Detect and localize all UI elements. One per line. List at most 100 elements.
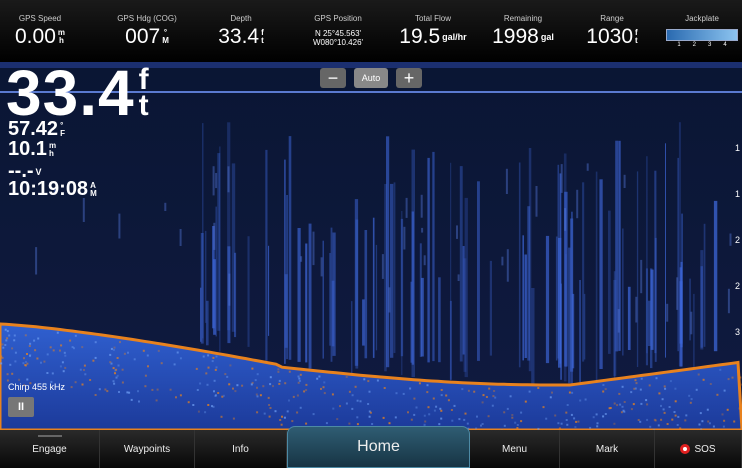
echo: [284, 382, 287, 385]
tab[interactable]: Menu: [470, 430, 560, 468]
data-field: Jackplate 1 2 3 4: [656, 0, 742, 62]
echo: [206, 383, 209, 386]
tab[interactable]: Home: [287, 426, 470, 468]
echo: [318, 375, 321, 378]
echo: [133, 358, 136, 361]
depth-value: 33.4: [6, 57, 135, 129]
echo: [665, 143, 666, 358]
echo: [217, 153, 221, 331]
echo: [297, 381, 300, 384]
echo: [368, 415, 371, 418]
echo: [6, 373, 9, 376]
unit-bottom: h: [58, 36, 64, 45]
echo: [234, 390, 237, 393]
echo: [560, 164, 563, 193]
echo: [511, 414, 514, 416]
echo: [727, 288, 730, 314]
value: 1998: [492, 25, 539, 48]
echo: [646, 418, 649, 421]
echo: [305, 383, 308, 386]
echo: [382, 416, 385, 419]
echo: [634, 387, 637, 390]
tab[interactable]: Waypoints: [100, 430, 195, 468]
zoom-in[interactable]: +: [396, 68, 422, 88]
echo: [35, 247, 38, 275]
echo: [73, 347, 75, 350]
echo: [592, 416, 595, 419]
echo: [464, 412, 467, 415]
value: 0.00: [15, 25, 56, 48]
echo: [29, 382, 32, 385]
echo: [322, 386, 325, 389]
tab-label: Mark: [595, 443, 619, 455]
echo: [29, 354, 32, 356]
echo: [200, 287, 202, 342]
echo: [1, 343, 4, 346]
echo: [554, 414, 557, 417]
echo: [74, 381, 77, 384]
echo: [224, 373, 227, 376]
echo: [83, 364, 86, 367]
echo: [466, 422, 469, 425]
tab[interactable]: SOS: [655, 430, 742, 468]
zoom-out[interactable]: −: [320, 68, 346, 88]
echo: [116, 374, 119, 377]
echo: [247, 236, 250, 347]
echo: [520, 420, 523, 423]
echo: [25, 360, 27, 363]
echo: [501, 256, 504, 266]
zoom-auto[interactable]: Auto: [354, 68, 388, 88]
echo: [23, 357, 25, 360]
echo: [620, 411, 623, 414]
echo: [477, 181, 480, 361]
echo: [109, 361, 112, 364]
echo: [640, 402, 643, 405]
echo: [677, 415, 680, 418]
echo: [368, 390, 371, 393]
unit-bottom: M: [162, 36, 169, 45]
tab[interactable]: Engage: [0, 430, 100, 468]
echo: [583, 293, 586, 360]
echo: [173, 363, 176, 366]
echo: [623, 401, 626, 403]
echo: [115, 376, 118, 379]
echo: [363, 378, 366, 381]
tab[interactable]: Mark: [560, 430, 655, 468]
echo: [348, 422, 351, 425]
echo: [9, 363, 12, 366]
pause-button[interactable]: II: [8, 397, 34, 417]
echo: [571, 293, 575, 369]
echo: [384, 184, 387, 372]
echo: [421, 227, 424, 233]
longitude: W080°10.426': [312, 38, 364, 47]
echo: [351, 301, 353, 374]
echo: [458, 418, 461, 421]
tab-label: Waypoints: [123, 443, 171, 455]
echo: [329, 253, 332, 346]
unit-top: f: [635, 28, 638, 37]
echo: [288, 370, 291, 373]
echo: [722, 425, 725, 428]
echo: [11, 372, 14, 375]
echo: [71, 346, 74, 349]
gauge-tick: 3: [708, 42, 712, 48]
unit: gal/hr: [442, 32, 467, 42]
echo: [657, 424, 660, 427]
echo: [354, 385, 357, 388]
echo: [94, 356, 97, 359]
field-label: GPS Speed: [18, 14, 62, 23]
unit-bottom: h: [48, 148, 54, 158]
tab[interactable]: Info: [195, 430, 287, 468]
echo: [351, 394, 354, 397]
echo: [359, 400, 362, 403]
depth-scale-label: 2: [735, 281, 741, 291]
echo: [401, 211, 403, 376]
echo: [213, 222, 216, 250]
echo: [372, 217, 375, 358]
echo: [187, 401, 190, 404]
echo: [723, 389, 726, 392]
echo: [702, 378, 705, 381]
echo: [320, 257, 323, 277]
tab-label: Home: [357, 438, 400, 455]
echo: [339, 405, 341, 408]
